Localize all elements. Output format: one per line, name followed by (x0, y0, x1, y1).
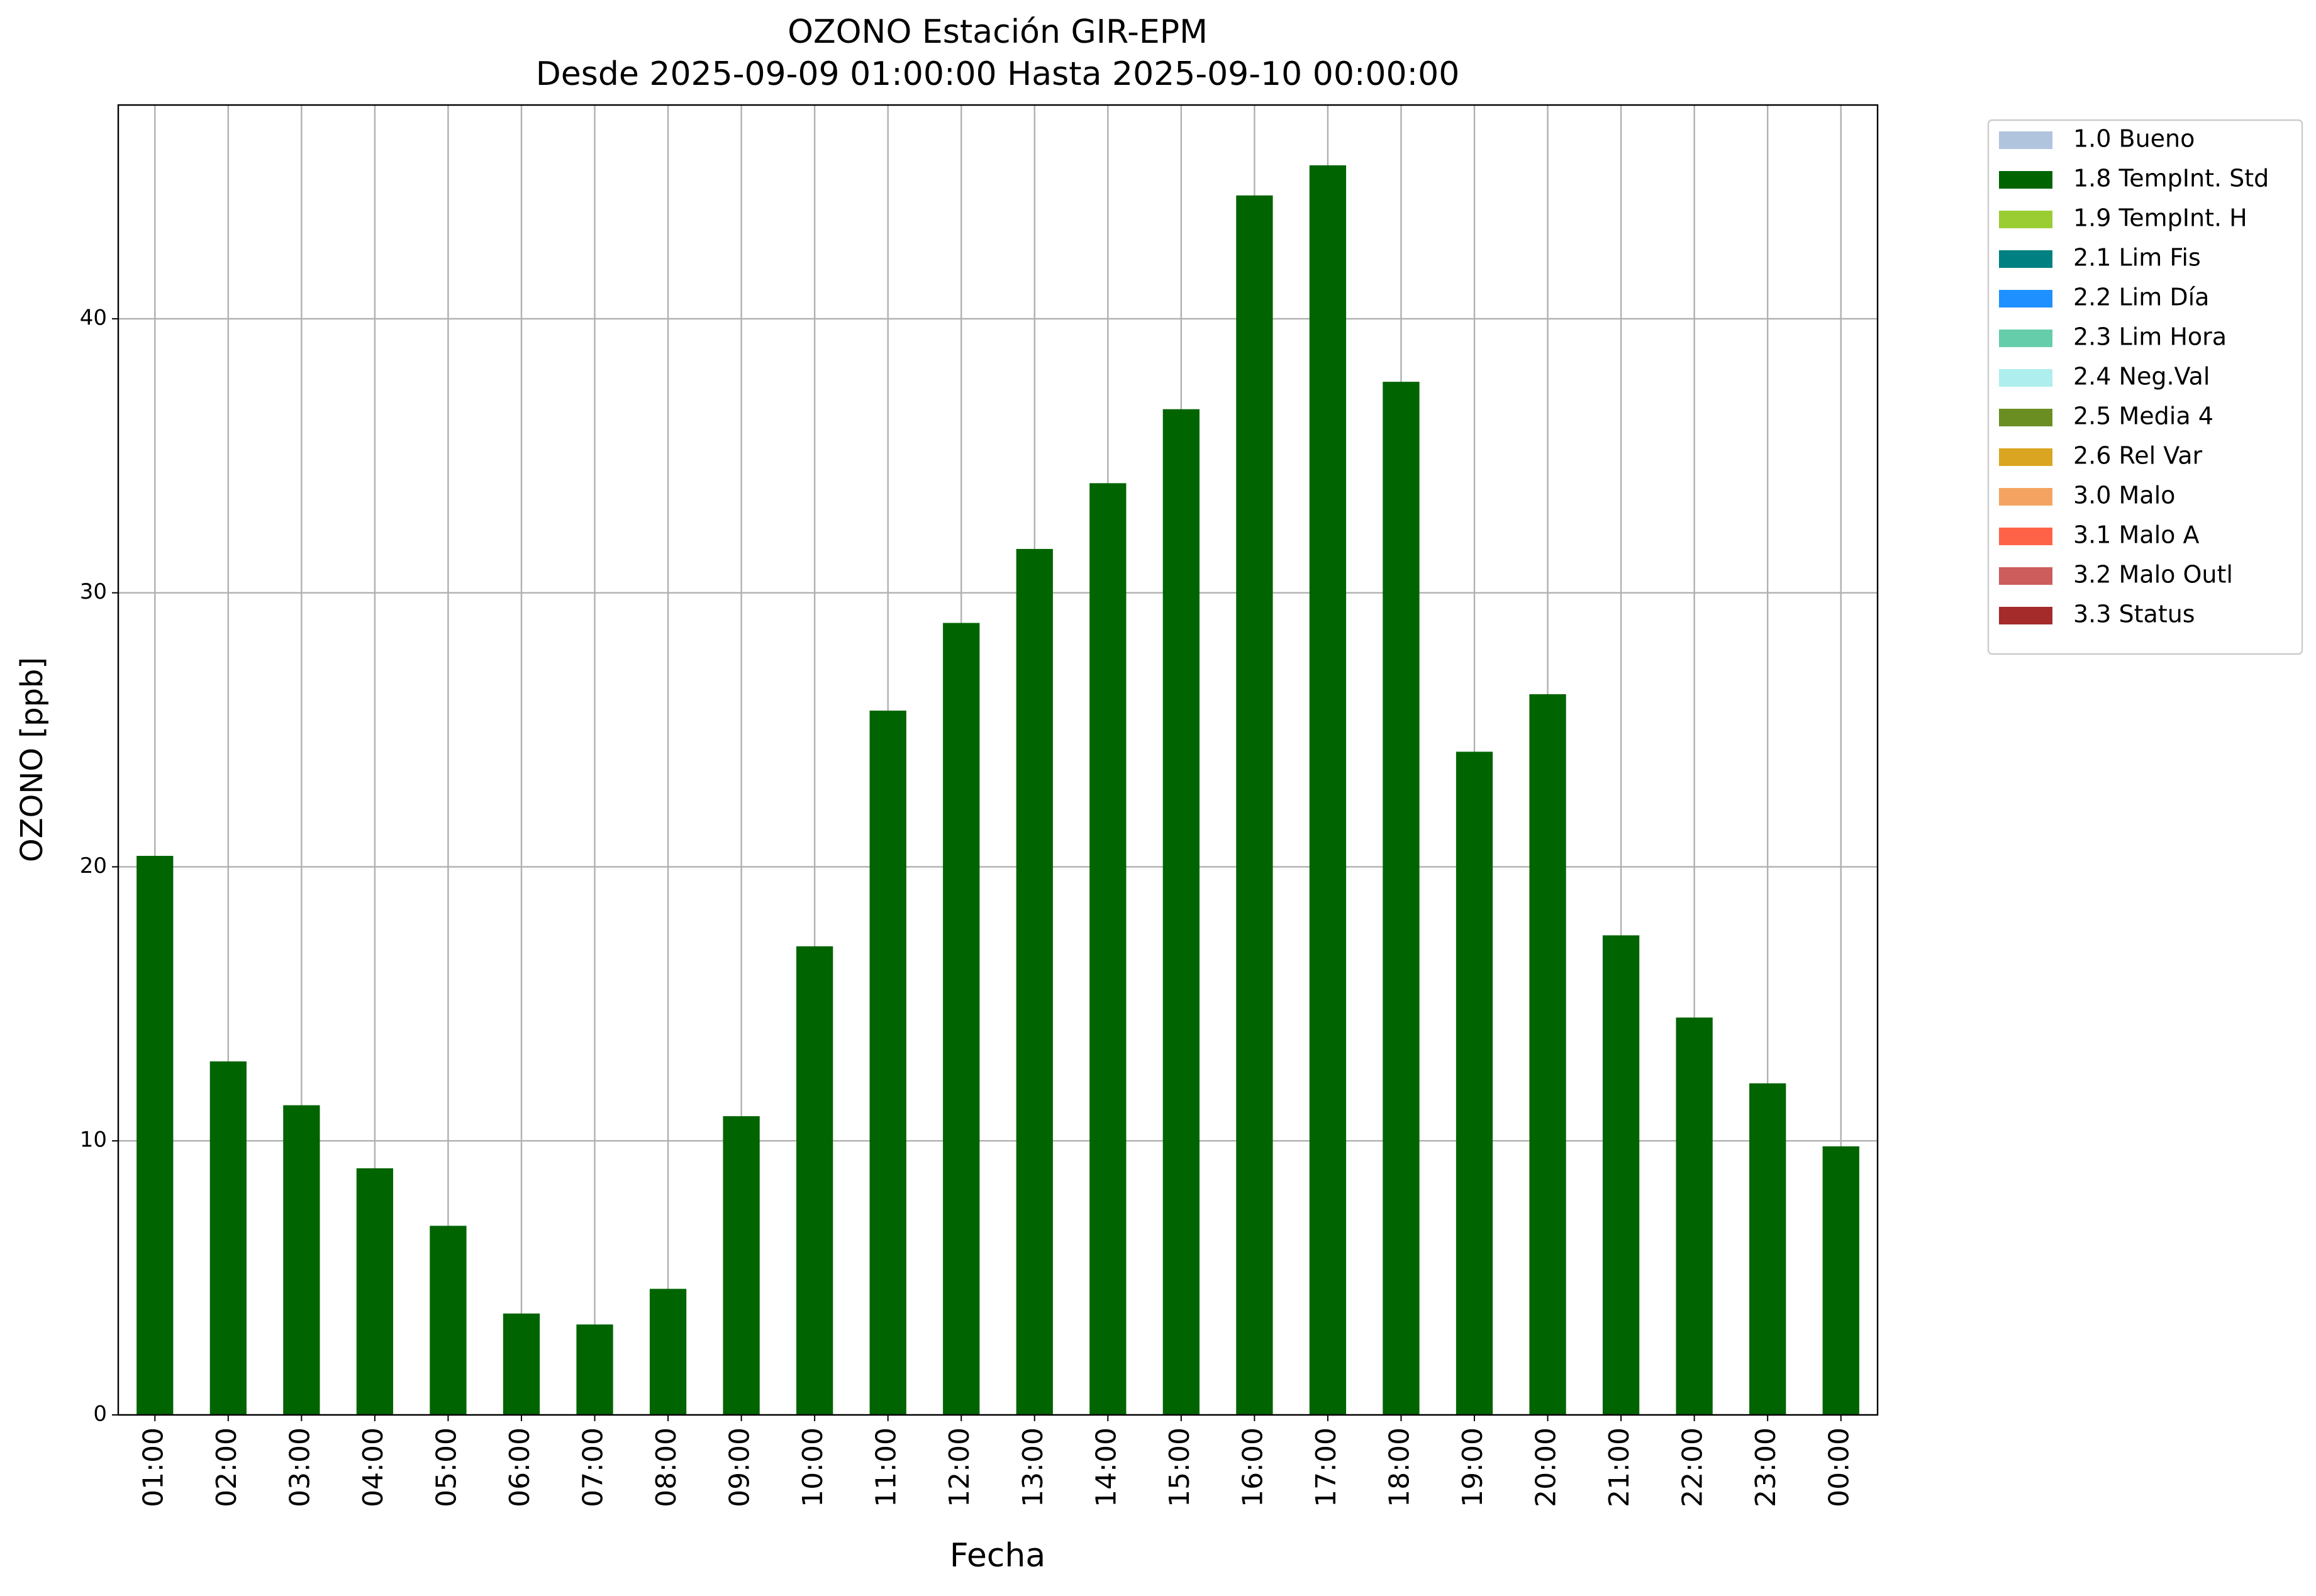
x-tick-label: 21:00 (1603, 1427, 1635, 1507)
plot-frame (117, 104, 1879, 1416)
x-tick-label: 04:00 (357, 1427, 389, 1507)
legend-swatch (1999, 409, 2052, 426)
legend-box (1987, 119, 2303, 655)
legend-swatch (1999, 330, 2052, 347)
x-tick-label: 03:00 (284, 1427, 316, 1507)
x-tick-label: 17:00 (1310, 1427, 1342, 1507)
x-tick-label: 22:00 (1677, 1427, 1709, 1507)
bar (1676, 1017, 1713, 1415)
y-tick-label: 20 (80, 853, 107, 878)
x-tick-label: 14:00 (1090, 1427, 1122, 1507)
chart-subtitle: Desde 2025-09-09 01:00:00 Hasta 2025-09-… (536, 55, 1460, 93)
legend-swatch (1999, 131, 2052, 149)
y-tick-label: 40 (80, 305, 107, 330)
legend-swatch (1999, 250, 2052, 268)
legend-label: 2.6 Rel Var (2073, 442, 2203, 470)
x-tick-label: 12:00 (944, 1427, 976, 1507)
legend-swatch (1999, 528, 2052, 545)
x-tick-label: 13:00 (1017, 1427, 1049, 1507)
x-tick-label: 05:00 (430, 1427, 462, 1507)
bar (1016, 548, 1053, 1415)
bar (723, 1116, 760, 1415)
bar (1749, 1083, 1786, 1415)
bar (1236, 195, 1273, 1416)
bar (1162, 409, 1200, 1415)
legend-label: 2.5 Media 4 (2073, 402, 2213, 430)
bar (1602, 935, 1640, 1415)
bar (1089, 483, 1127, 1416)
legend-swatch (1999, 567, 2052, 585)
x-tick-label: 18:00 (1383, 1427, 1415, 1507)
legend-swatch (1999, 488, 2052, 506)
legend-label: 1.8 TempInt. Std (2073, 165, 2269, 192)
bar (430, 1226, 467, 1415)
bar (943, 623, 980, 1415)
x-tick-label: 08:00 (650, 1427, 682, 1507)
x-tick-label: 20:00 (1530, 1427, 1562, 1507)
legend-label: 1.9 TempInt. H (2073, 204, 2247, 232)
x-tick-label: 10:00 (797, 1427, 829, 1507)
x-tick-label: 07:00 (577, 1427, 610, 1507)
chart-title: OZONO Estación GIR-EPM (788, 13, 1208, 51)
y-axis-label: OZONO [ppb] (14, 657, 50, 862)
legend-label: 3.3 Status (2073, 601, 2195, 628)
legend-label: 3.2 Malo Outl (2073, 561, 2233, 589)
x-tick-label: 16:00 (1237, 1427, 1269, 1507)
x-tick-label: 02:00 (211, 1427, 243, 1507)
bar (136, 856, 174, 1415)
bar (796, 946, 833, 1415)
bar (1309, 165, 1347, 1415)
bar (503, 1313, 540, 1415)
y-tick-label: 0 (93, 1402, 107, 1427)
legend-label: 3.0 Malo (2073, 482, 2175, 509)
legend-label: 1.0 Bueno (2073, 125, 2195, 153)
legend-swatch (1999, 211, 2052, 228)
bar (1822, 1146, 1859, 1415)
x-tick-label: 23:00 (1750, 1427, 1782, 1507)
x-tick-label: 01:00 (137, 1427, 169, 1507)
legend-label: 2.1 Lim Fis (2073, 244, 2201, 272)
bar (1529, 694, 1566, 1415)
x-tick-label: 11:00 (871, 1427, 903, 1507)
legend-label: 2.4 Neg.Val (2073, 363, 2210, 391)
x-tick-label: 15:00 (1164, 1427, 1196, 1507)
x-tick-label: 09:00 (724, 1427, 756, 1507)
legend-swatch (1999, 369, 2052, 387)
bar (283, 1105, 320, 1415)
bar (1383, 382, 1420, 1415)
legend-swatch (1999, 171, 2052, 189)
bars (136, 165, 1859, 1416)
bar (209, 1061, 247, 1415)
x-tick-label: 00:00 (1823, 1427, 1856, 1507)
x-axis-label: Fecha (950, 1537, 1045, 1575)
x-tick-label: 06:00 (504, 1427, 536, 1507)
legend-label: 3.1 Malo A (2073, 521, 2199, 549)
bar (649, 1288, 687, 1415)
legend-swatch (1999, 607, 2052, 624)
legend-swatch (1999, 448, 2052, 466)
y-tick-label: 30 (80, 579, 107, 604)
legend-label: 2.3 Lim Hora (2073, 323, 2227, 351)
y-tick-label: 10 (80, 1128, 107, 1153)
x-tick-label: 19:00 (1457, 1427, 1489, 1507)
legend-swatch (1999, 290, 2052, 308)
bar (869, 711, 906, 1415)
bar (576, 1324, 613, 1415)
bar (356, 1168, 394, 1415)
legend-label: 2.2 Lim Día (2073, 284, 2209, 311)
bar (1456, 751, 1493, 1415)
